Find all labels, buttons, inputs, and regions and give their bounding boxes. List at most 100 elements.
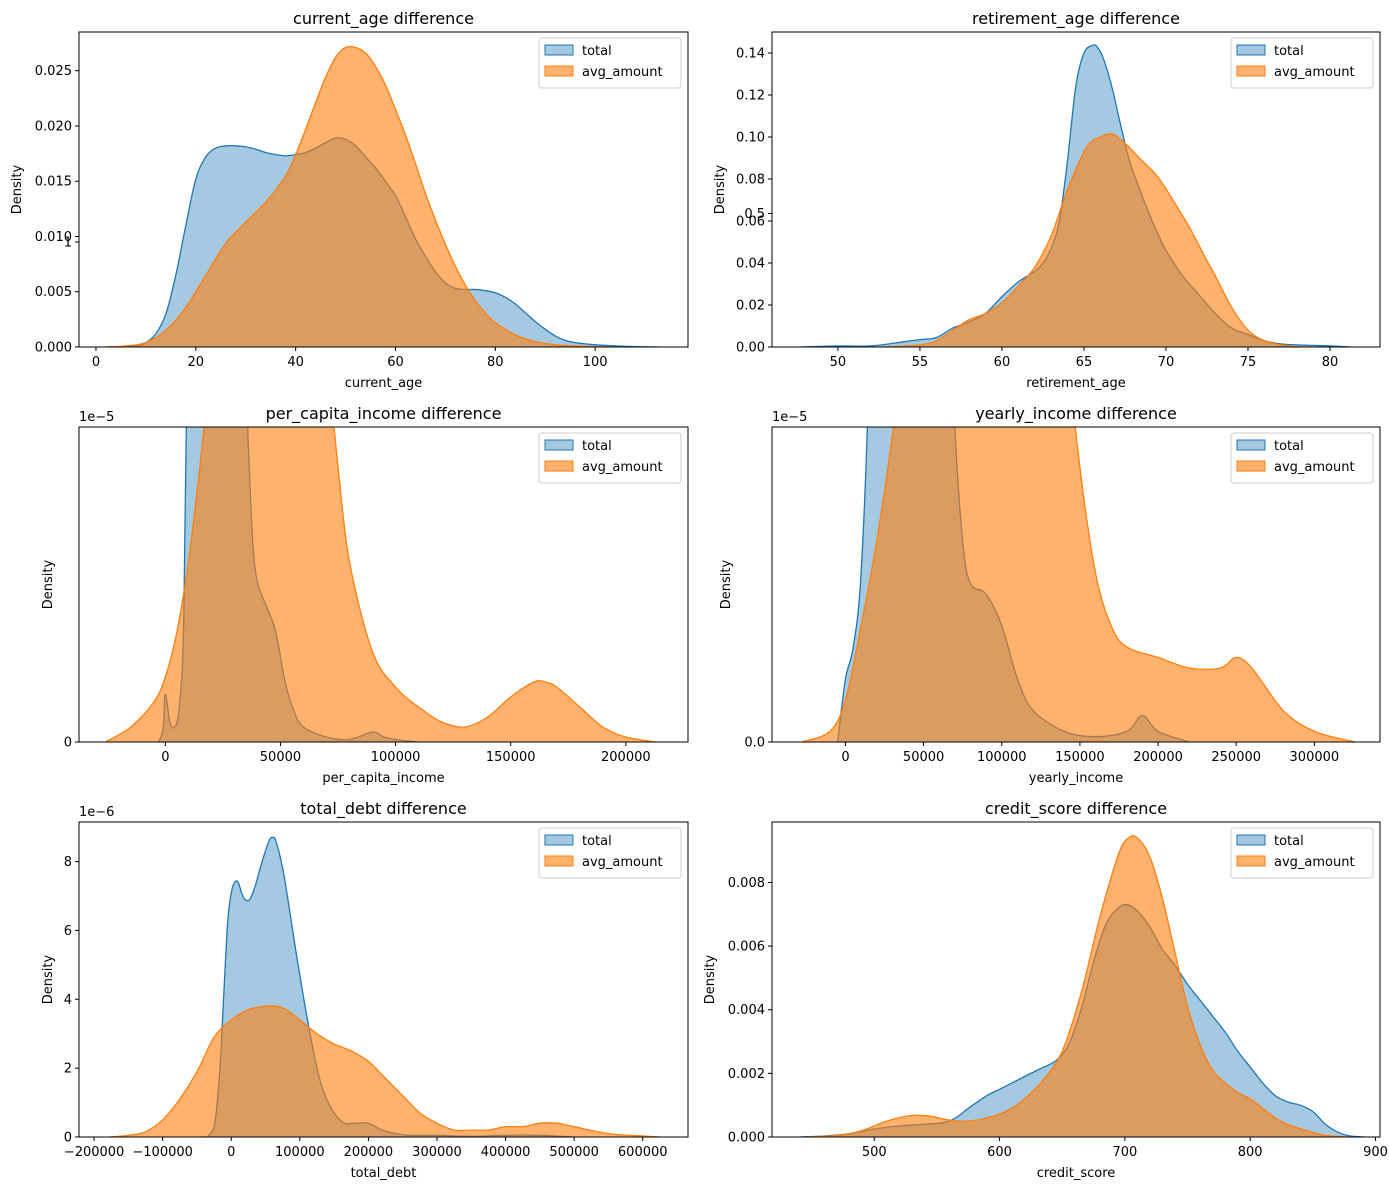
legend-label: avg_amount: [1274, 65, 1355, 80]
x-tick-label: 900: [1363, 1145, 1388, 1160]
kde-area-avg-amount: [109, 1005, 660, 1137]
x-axis-label: total_debt: [351, 1166, 417, 1181]
kde-area-avg-amount: [805, 835, 1351, 1137]
x-axis-label: current_age: [345, 376, 423, 391]
legend: total avg_amount: [538, 432, 682, 484]
plot-area: [801, 427, 1356, 742]
x-tick-label: 100000: [371, 750, 421, 765]
y-tick-label: 0.008: [728, 876, 765, 891]
y-tick-label: 0.0: [744, 736, 765, 751]
legend: total avg_amount: [538, 827, 682, 879]
x-tick-label: 80: [487, 355, 504, 370]
x-tick-label: 50: [830, 355, 847, 370]
kde-area-avg-amount: [106, 46, 616, 347]
x-tick-label: 60: [387, 355, 404, 370]
legend-box: [538, 827, 682, 879]
y-tick-label: 0.004: [728, 1003, 765, 1018]
y-tick-label: 4: [64, 993, 72, 1008]
y-tick-label: 0.020: [35, 119, 72, 134]
legend-label: total: [1274, 834, 1304, 849]
legend-label: total: [1274, 44, 1304, 59]
x-tick-label: 400000: [481, 1145, 531, 1160]
y-tick-label: 0.10: [736, 131, 765, 146]
legend-swatch-avg-amount: [544, 460, 574, 472]
legend-label: avg_amount: [582, 460, 663, 475]
kde-line-avg-amount: [805, 835, 1351, 1137]
x-tick-label: 300000: [412, 1145, 462, 1160]
x-axis-label: per_capita_income: [322, 771, 444, 786]
x-tick-label: 50000: [903, 750, 944, 765]
plot-area: [105, 427, 656, 742]
plot-area: [800, 44, 1352, 347]
y-tick-label: 1: [64, 236, 72, 251]
subplot-title: retirement_age difference: [972, 9, 1180, 29]
x-tick-label: 80: [1322, 355, 1339, 370]
y-offset-text: 1e−5: [772, 410, 807, 425]
y-tick-label: 0.08: [736, 173, 765, 188]
legend-label: total: [582, 834, 612, 849]
x-tick-label: 100: [583, 355, 608, 370]
x-tick-label: 200000: [601, 750, 651, 765]
legend-label: avg_amount: [1274, 460, 1355, 475]
legend-swatch-avg-amount: [1236, 65, 1266, 77]
kde-line-avg-amount: [109, 1005, 660, 1137]
legend-swatch-avg-amount: [544, 855, 574, 867]
y-tick-label: 0: [64, 736, 72, 751]
x-tick-label: 250000: [1211, 750, 1261, 765]
legend-box: [538, 37, 682, 89]
x-tick-label: 150000: [1055, 750, 1105, 765]
x-tick-label: 0: [161, 750, 169, 765]
x-tick-label: 600: [987, 1145, 1012, 1160]
y-axis-label: Density: [41, 954, 56, 1004]
axes-frame: [78, 821, 689, 1138]
kde-line-avg-amount: [105, 45, 616, 347]
y-tick-label: 0.5: [744, 207, 765, 222]
subplot-current-age: 0 20 40 60 80 100 0.000 0.005 0.010 0.015 0.020 0.0…: [10, 9, 689, 391]
y-tick-label: 6: [64, 924, 72, 939]
legend-swatch-avg-amount: [1236, 855, 1266, 867]
x-tick-label: 800: [1238, 1145, 1263, 1160]
legend-box: [1230, 432, 1374, 484]
x-tick-label: 55: [912, 355, 929, 370]
x-tick-label: 300000: [1290, 750, 1340, 765]
y-offset-text: 1e−5: [79, 410, 114, 425]
y-axis-label: Density: [719, 559, 734, 609]
y-tick-label: 2: [64, 1062, 72, 1077]
x-axis-label: credit_score: [1037, 1166, 1116, 1181]
x-tick-label: −100000: [132, 1145, 193, 1160]
y-tick-label: 0.02: [736, 299, 765, 314]
kde-line-avg-amount: [105, 427, 656, 742]
x-tick-label: 0: [92, 355, 100, 370]
subplot-title: yearly_income difference: [975, 404, 1177, 424]
subplot-yearly-income: 0 50000 100000 150000 200000 250000 3000000.00…: [719, 207, 1381, 786]
x-tick-label: 600000: [618, 1145, 668, 1160]
legend-box: [1230, 827, 1374, 879]
legend-swatch-avg-amount: [544, 65, 574, 77]
legend-label: avg_amount: [1274, 855, 1355, 870]
x-tick-label: 100000: [977, 750, 1027, 765]
x-tick-label: 75: [1240, 355, 1257, 370]
kde-area-avg-amount: [887, 133, 1311, 347]
legend-swatch-total: [1236, 44, 1266, 56]
axes-frame: [771, 821, 1381, 1138]
axes-frame: [771, 426, 1381, 743]
y-tick-label: 0.005: [35, 285, 72, 300]
kde-area-avg-amount: [105, 427, 656, 742]
subplot-title: per_capita_income difference: [266, 404, 502, 424]
y-tick-label: 0.00: [736, 341, 765, 356]
legend-swatch-total: [544, 834, 574, 846]
legend-label: total: [582, 439, 612, 454]
kde-line-avg-amount: [887, 132, 1311, 347]
x-tick-label: 700: [1112, 1145, 1137, 1160]
y-axis-label: Density: [713, 164, 728, 214]
x-tick-label: 0: [227, 1145, 235, 1160]
axes-frame: [78, 426, 689, 743]
x-tick-label: −200000: [64, 1145, 125, 1160]
x-tick-label: 20: [188, 355, 205, 370]
y-tick-label: 0.010: [35, 230, 72, 245]
x-axis-label: yearly_income: [1029, 771, 1123, 786]
kde-line-avg-amount: [801, 427, 1356, 742]
y-tick-label: 0.002: [728, 1067, 765, 1082]
subplot-credit-score: 500 600 700 800 900 0.000 0.002 0.004 0.006 0.008…: [703, 799, 1388, 1181]
